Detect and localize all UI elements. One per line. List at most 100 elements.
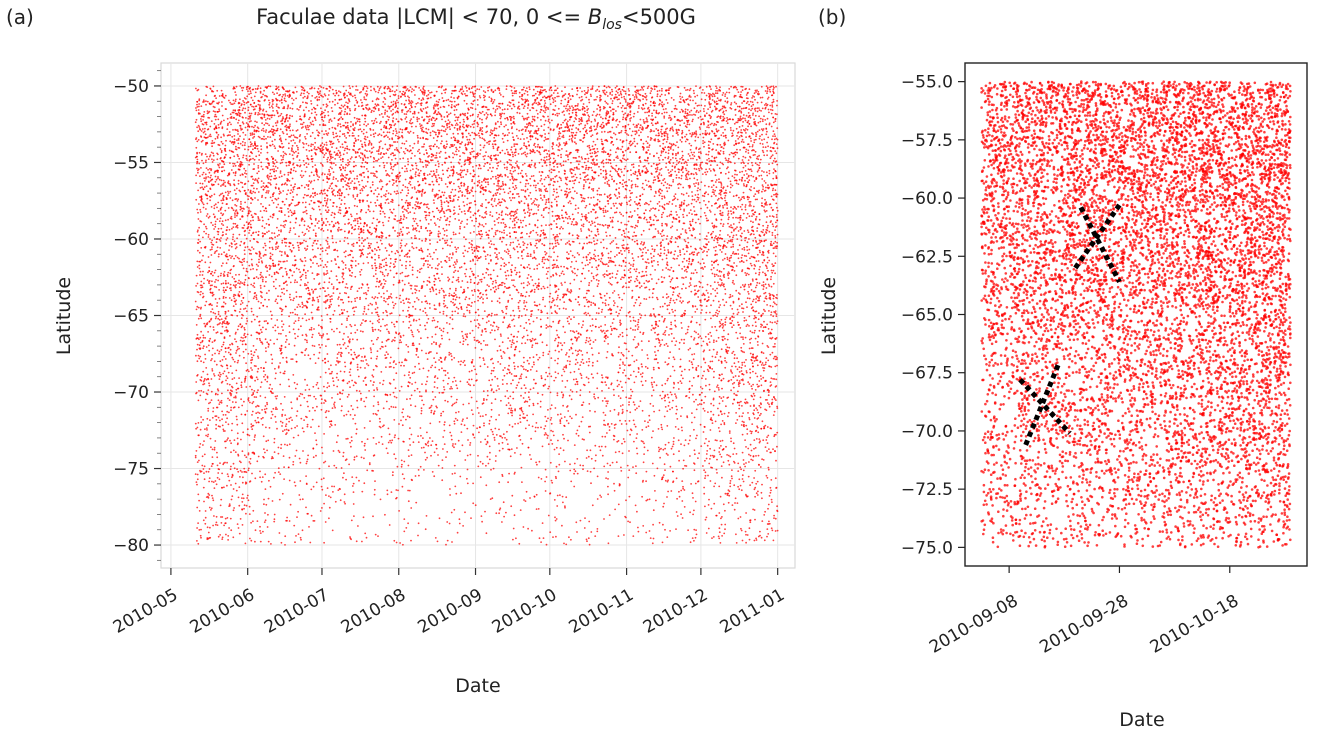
a-data-point <box>554 96 556 99</box>
a-data-point <box>496 218 499 221</box>
a-data-point <box>512 155 514 158</box>
a-data-point <box>704 184 706 187</box>
a-data-point <box>500 257 503 259</box>
a-data-point <box>747 412 749 414</box>
a-data-point <box>313 148 316 150</box>
a-data-point <box>342 343 345 346</box>
a-data-point <box>576 93 578 96</box>
a-data-point <box>588 203 591 206</box>
a-data-point <box>224 191 227 194</box>
a-data-point <box>474 311 477 314</box>
a-data-point <box>442 173 445 176</box>
a-data-point <box>448 424 451 427</box>
a-data-point <box>706 206 709 209</box>
a-data-point <box>417 168 420 171</box>
a-data-point <box>529 255 532 257</box>
a-data-point <box>424 307 426 310</box>
a-data-point <box>745 301 747 304</box>
a-data-point <box>494 198 496 200</box>
a-data-point <box>261 113 264 115</box>
a-data-point <box>256 147 259 150</box>
a-data-point <box>479 237 482 240</box>
a-data-point <box>621 246 624 249</box>
a-data-point <box>751 300 754 303</box>
a-data-point <box>470 320 472 323</box>
a-data-point <box>361 540 363 543</box>
a-data-point <box>432 183 435 186</box>
a-data-point <box>321 250 324 253</box>
a-data-point <box>463 424 466 427</box>
a-data-point <box>530 315 532 318</box>
a-data-point <box>251 175 254 178</box>
a-data-point <box>592 110 595 113</box>
a-data-point <box>735 86 738 89</box>
a-data-point <box>335 177 337 180</box>
a-data-point <box>633 268 636 271</box>
a-data-point <box>588 182 591 185</box>
a-data-point <box>685 465 688 467</box>
a-data-point <box>746 173 748 175</box>
a-data-point <box>701 132 704 135</box>
a-data-point <box>744 179 746 182</box>
a-data-point <box>773 157 776 160</box>
a-data-point <box>385 351 388 353</box>
a-data-point <box>695 158 698 161</box>
a-data-point <box>707 338 710 340</box>
a-data-point <box>753 187 756 190</box>
a-data-point <box>579 364 582 366</box>
a-data-point <box>467 185 469 188</box>
a-data-point <box>319 334 321 336</box>
a-data-point <box>499 94 502 96</box>
a-data-point <box>490 129 492 132</box>
a-data-point <box>631 163 633 166</box>
a-data-point <box>513 342 515 345</box>
a-data-point <box>378 114 381 116</box>
a-data-point <box>375 224 378 227</box>
a-data-point <box>705 94 708 97</box>
a-data-point <box>447 98 450 101</box>
a-data-point <box>588 130 591 133</box>
a-data-point <box>281 492 284 495</box>
a-data-point <box>663 207 666 210</box>
a-data-point <box>579 130 582 133</box>
a-data-point <box>247 467 250 470</box>
a-data-point <box>512 170 515 173</box>
a-data-point <box>394 302 397 305</box>
a-data-point <box>597 283 600 285</box>
a-data-point <box>701 387 704 390</box>
a-data-point <box>411 187 414 189</box>
a-data-point <box>605 91 608 94</box>
a-data-point <box>603 85 606 88</box>
a-data-point <box>299 284 302 287</box>
a-data-point <box>749 155 751 158</box>
a-data-point <box>732 312 735 315</box>
a-data-point <box>705 305 708 307</box>
a-data-point <box>710 110 713 113</box>
a-data-point <box>707 241 710 243</box>
a-data-point <box>262 185 265 188</box>
a-data-point <box>569 180 572 183</box>
a-data-point <box>379 122 381 125</box>
a-data-point <box>636 328 639 331</box>
a-data-point <box>434 131 437 134</box>
a-data-point <box>214 225 217 228</box>
a-data-point <box>443 230 446 232</box>
a-data-point <box>537 426 539 429</box>
a-data-point <box>604 316 606 318</box>
a-data-point <box>700 104 703 107</box>
a-data-point <box>621 110 624 113</box>
a-data-point <box>447 208 449 211</box>
a-data-point <box>574 470 577 473</box>
a-data-point <box>458 219 460 222</box>
a-data-point <box>449 210 452 213</box>
a-data-point <box>420 99 423 102</box>
a-data-point <box>292 246 295 249</box>
a-data-point <box>493 439 496 441</box>
a-data-point <box>527 182 530 185</box>
a-data-point <box>461 141 463 144</box>
a-data-point <box>394 157 397 160</box>
a-data-point <box>441 140 443 143</box>
a-data-point <box>280 541 283 544</box>
a-data-point <box>580 224 583 227</box>
